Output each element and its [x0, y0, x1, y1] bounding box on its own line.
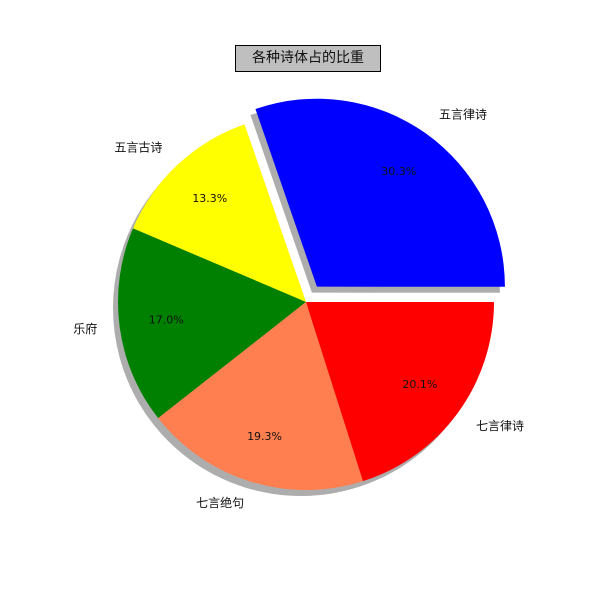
- chart-title: 各种诗体占的比重: [235, 45, 381, 72]
- slice-4-percent-label: 19.3%: [247, 430, 282, 443]
- slice-1-percent-label: 30.3%: [381, 165, 416, 178]
- slice-3: [118, 228, 307, 419]
- slice-4: [158, 302, 363, 490]
- slice-2-percent-label: 13.3%: [192, 192, 227, 205]
- slice-1-category-label: 五言律诗: [439, 108, 487, 122]
- slice-3-category-label: 乐府: [73, 321, 97, 336]
- slice-5-category-label: 七言律诗: [476, 419, 524, 433]
- slice-5: [306, 302, 494, 482]
- slice-5-percent-label: 20.1%: [402, 378, 437, 391]
- slice-2-category-label: 五言古诗: [114, 140, 162, 155]
- slice-2: [133, 124, 306, 302]
- slice-4-category-label: 七言绝句: [196, 495, 244, 510]
- pie-labels: 30.3% 五言律诗 13.3% 五言古诗 17.0% 乐府 19.3% 七言绝句 20.1% 七…: [73, 108, 524, 510]
- slice-3-percent-label: 17.0%: [149, 314, 184, 327]
- pie-slices: [118, 98, 505, 490]
- slice-1: [255, 98, 505, 287]
